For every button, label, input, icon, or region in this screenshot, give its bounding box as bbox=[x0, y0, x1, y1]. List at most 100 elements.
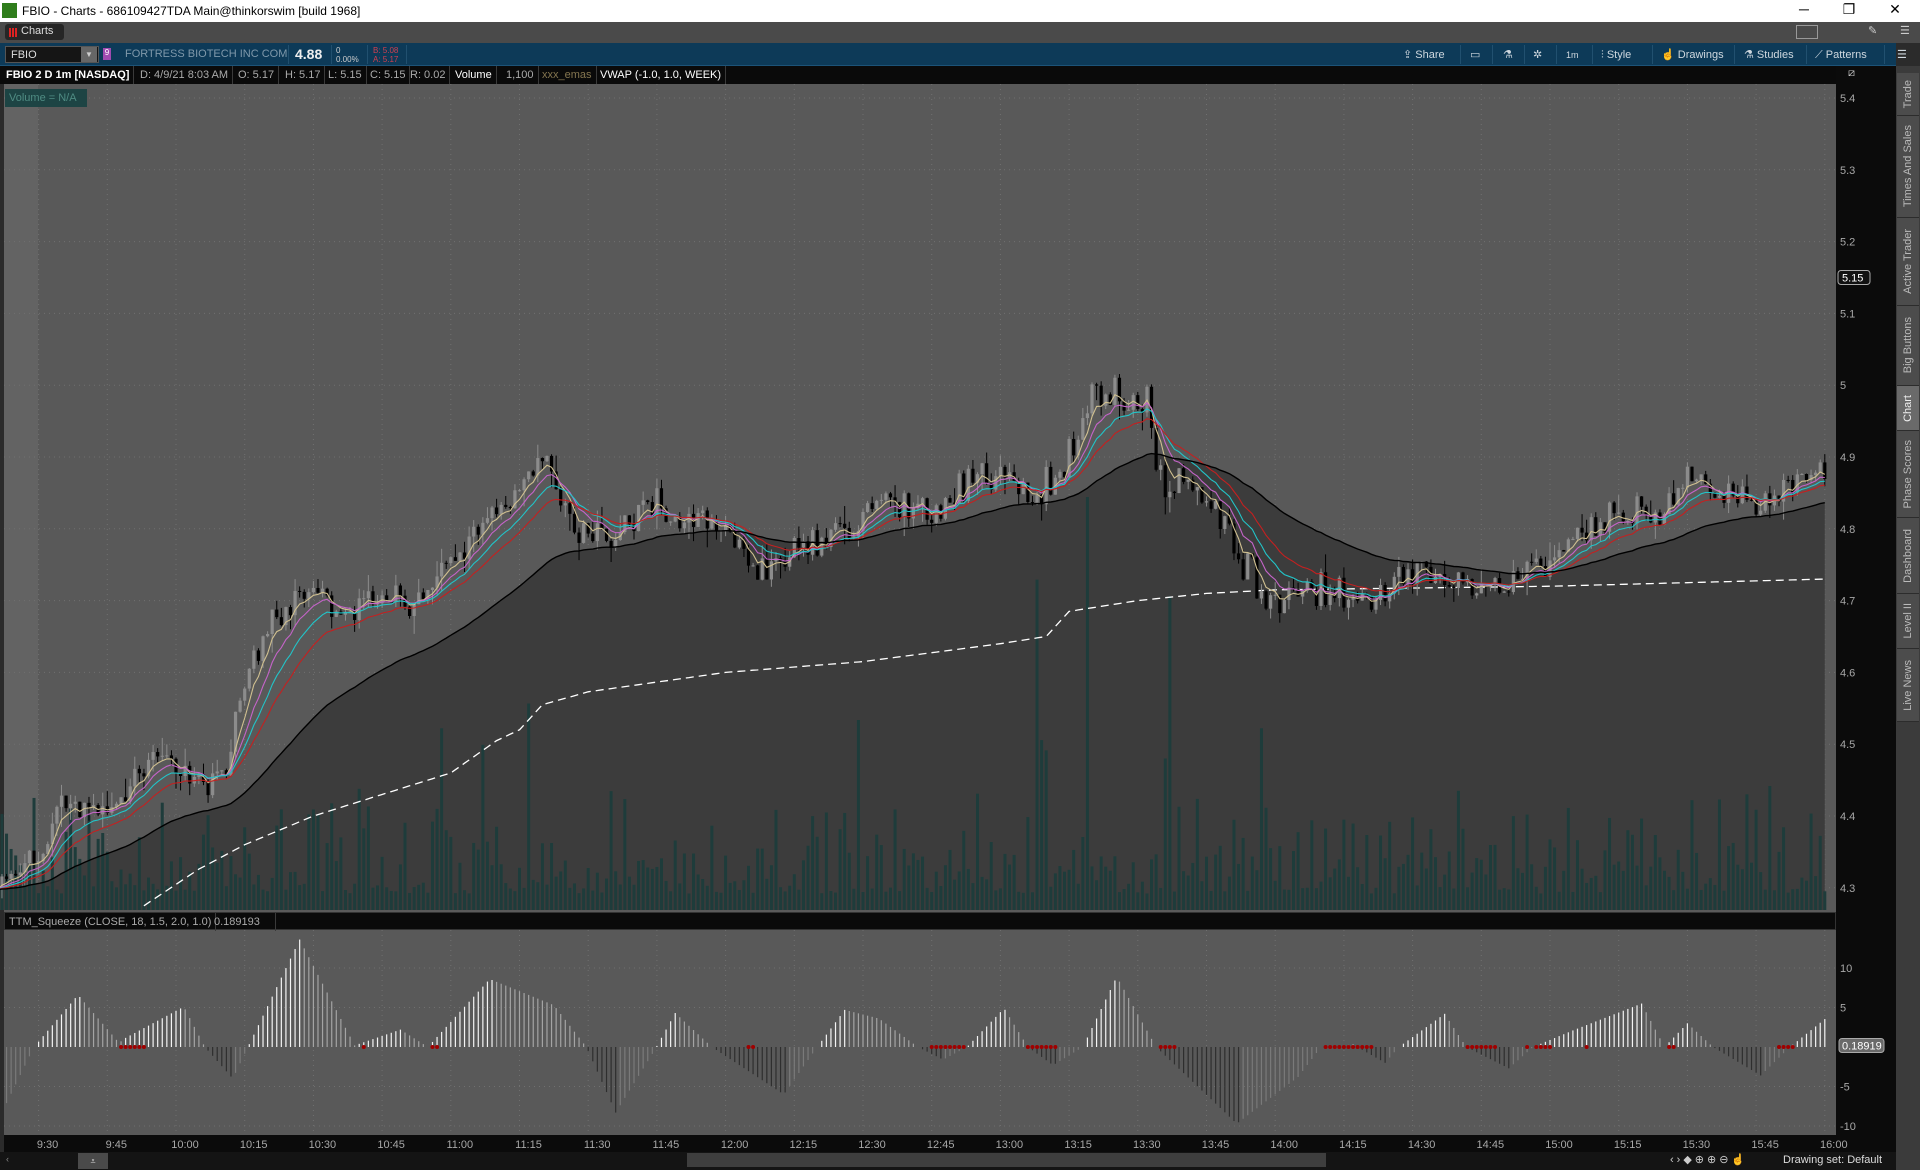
share-button[interactable]: ⇪ Share bbox=[1403, 47, 1445, 63]
volume-bar bbox=[238, 877, 242, 910]
price-tick-label: 4.3 bbox=[1840, 883, 1855, 895]
sidebar-tab-phase-scores[interactable]: Phase Scores bbox=[1897, 431, 1919, 518]
navigation-icons[interactable]: ‹›◆⊕⊕⊖☝ bbox=[1670, 1154, 1749, 1166]
restore-button[interactable]: ❐ bbox=[1842, 1, 1856, 17]
volume-bar bbox=[1337, 859, 1341, 910]
volume-bar bbox=[1113, 856, 1117, 910]
candle-body bbox=[577, 532, 581, 543]
candle bbox=[1786, 475, 1790, 483]
volume-bar bbox=[1708, 878, 1712, 910]
volume-bar bbox=[472, 842, 476, 910]
candle bbox=[325, 587, 329, 598]
minimize-button[interactable]: ─ bbox=[1799, 1, 1809, 17]
sidebar-tab-live-news[interactable]: Live News bbox=[1897, 649, 1919, 722]
candle bbox=[1511, 559, 1515, 595]
candle-body bbox=[1269, 595, 1273, 609]
volume-bar bbox=[1717, 799, 1721, 910]
squeeze-dot bbox=[1493, 1045, 1498, 1049]
study-volume[interactable]: Volume bbox=[451, 66, 497, 84]
volume-bar bbox=[1044, 750, 1048, 910]
candle bbox=[1392, 572, 1396, 600]
style-button[interactable]: ⫶ Style bbox=[1601, 47, 1631, 63]
candle bbox=[756, 564, 760, 580]
study-vwap[interactable]: VWAP (-1.0, 1.0, WEEK) bbox=[596, 66, 727, 84]
patterns-button[interactable]: ⟋ Patterns bbox=[1815, 47, 1867, 63]
tab-charts[interactable]: Charts bbox=[5, 24, 64, 40]
candle-body bbox=[1401, 566, 1406, 584]
price-axis[interactable]: ⧄ bbox=[1836, 66, 1896, 1152]
study-emas[interactable]: xxx_emas bbox=[538, 66, 597, 84]
sidebar-tab-times-and-sales[interactable]: Times And Sales bbox=[1897, 116, 1919, 218]
sidebar-tab-trade[interactable]: Trade bbox=[1897, 73, 1919, 116]
flask-icon[interactable]: ⚗ bbox=[1503, 49, 1513, 61]
volume-bar bbox=[1681, 871, 1685, 910]
candle-body bbox=[183, 765, 187, 777]
sidebar-tab-dashboard[interactable]: Dashboard bbox=[1897, 518, 1919, 594]
timeframe-button[interactable]: 1m bbox=[1566, 50, 1579, 60]
link-group-badge[interactable]: 9 bbox=[103, 48, 111, 60]
pin-icon[interactable]: ✎ bbox=[1868, 25, 1878, 37]
volume-bar bbox=[481, 744, 485, 910]
candle-body bbox=[41, 853, 45, 862]
candle bbox=[934, 503, 938, 527]
candle bbox=[1204, 496, 1209, 507]
menu-icon[interactable]: ☰ bbox=[1900, 25, 1910, 37]
volume-bar bbox=[1127, 883, 1131, 910]
sidebar-tab-active-trader[interactable]: Active Trader bbox=[1897, 218, 1919, 306]
symbol-input[interactable]: FBIO bbox=[5, 46, 99, 63]
candle bbox=[536, 444, 540, 483]
tab-label: Trade bbox=[1902, 79, 1914, 109]
volume-bar bbox=[1539, 893, 1543, 910]
time-scrollbar[interactable] bbox=[687, 1153, 1326, 1167]
sidebar-tab-chart[interactable]: Chart bbox=[1897, 386, 1919, 431]
sidebar-tab-level-ii[interactable]: Level II bbox=[1897, 594, 1919, 649]
volume-bar bbox=[1420, 852, 1424, 910]
volume-bar bbox=[27, 865, 31, 910]
time-tick-label: 9:45 bbox=[106, 1139, 127, 1151]
candle bbox=[1218, 501, 1222, 539]
candle bbox=[188, 761, 192, 796]
candle-body bbox=[682, 522, 686, 529]
drawings-button[interactable]: ☝ Drawings bbox=[1661, 47, 1724, 63]
candle-body bbox=[1411, 569, 1415, 585]
candle bbox=[247, 668, 251, 692]
candle-body bbox=[733, 531, 737, 548]
layout-box-button[interactable] bbox=[1796, 25, 1818, 39]
squeeze-dot bbox=[1543, 1045, 1548, 1049]
axis-scale-icon[interactable]: ⧄ bbox=[1848, 67, 1855, 79]
sidebar-tab-big-buttons[interactable]: Big Buttons bbox=[1897, 306, 1919, 386]
close-button[interactable]: ✕ bbox=[1889, 1, 1901, 17]
candle-body bbox=[353, 611, 357, 621]
candle-body bbox=[746, 548, 751, 566]
scroll-left-arrow[interactable]: ‹ bbox=[6, 1154, 9, 1164]
candle-body bbox=[133, 768, 137, 787]
chart-canvas[interactable]: 5.45.35.25.154.94.84.74.64.54.44.39:30 9:… bbox=[0, 0, 1896, 1152]
volume-bar bbox=[1795, 888, 1799, 910]
studies-button[interactable]: ⚗ Studies bbox=[1744, 47, 1794, 63]
candle-body bbox=[1085, 413, 1090, 419]
candle-body bbox=[559, 489, 563, 506]
style-label: Style bbox=[1606, 49, 1632, 61]
gear-icon[interactable]: ✲ bbox=[1533, 49, 1543, 61]
volume-bar bbox=[893, 809, 897, 910]
candle bbox=[499, 501, 503, 520]
volume-bar bbox=[1502, 888, 1506, 910]
candle-body bbox=[1516, 571, 1520, 579]
ema-line-5 bbox=[0, 452, 1825, 891]
symbol-dropdown-button[interactable]: ▼ bbox=[81, 47, 97, 62]
candle-body bbox=[1232, 523, 1236, 554]
volume-bar bbox=[408, 892, 412, 910]
candle bbox=[1191, 476, 1195, 493]
candle-body bbox=[467, 536, 471, 559]
squeeze-study-label[interactable]: TTM_Squeeze (CLOSE, 18, 1.5, 2.0, 1.0) bbox=[5, 913, 217, 931]
candle bbox=[540, 457, 544, 469]
chart-menu-icon[interactable]: ☰ bbox=[1897, 49, 1907, 61]
drawing-set-label[interactable]: Drawing set: Default bbox=[1783, 1154, 1883, 1166]
candle bbox=[73, 795, 77, 813]
candle-body bbox=[142, 773, 146, 777]
scroll-expand-button[interactable]: ⩡ bbox=[78, 1153, 108, 1169]
candle bbox=[1172, 490, 1177, 499]
price-tick-label: 4.9 bbox=[1840, 452, 1855, 464]
volume-bar bbox=[101, 833, 105, 910]
alert-icon[interactable]: ▭ bbox=[1470, 49, 1481, 61]
